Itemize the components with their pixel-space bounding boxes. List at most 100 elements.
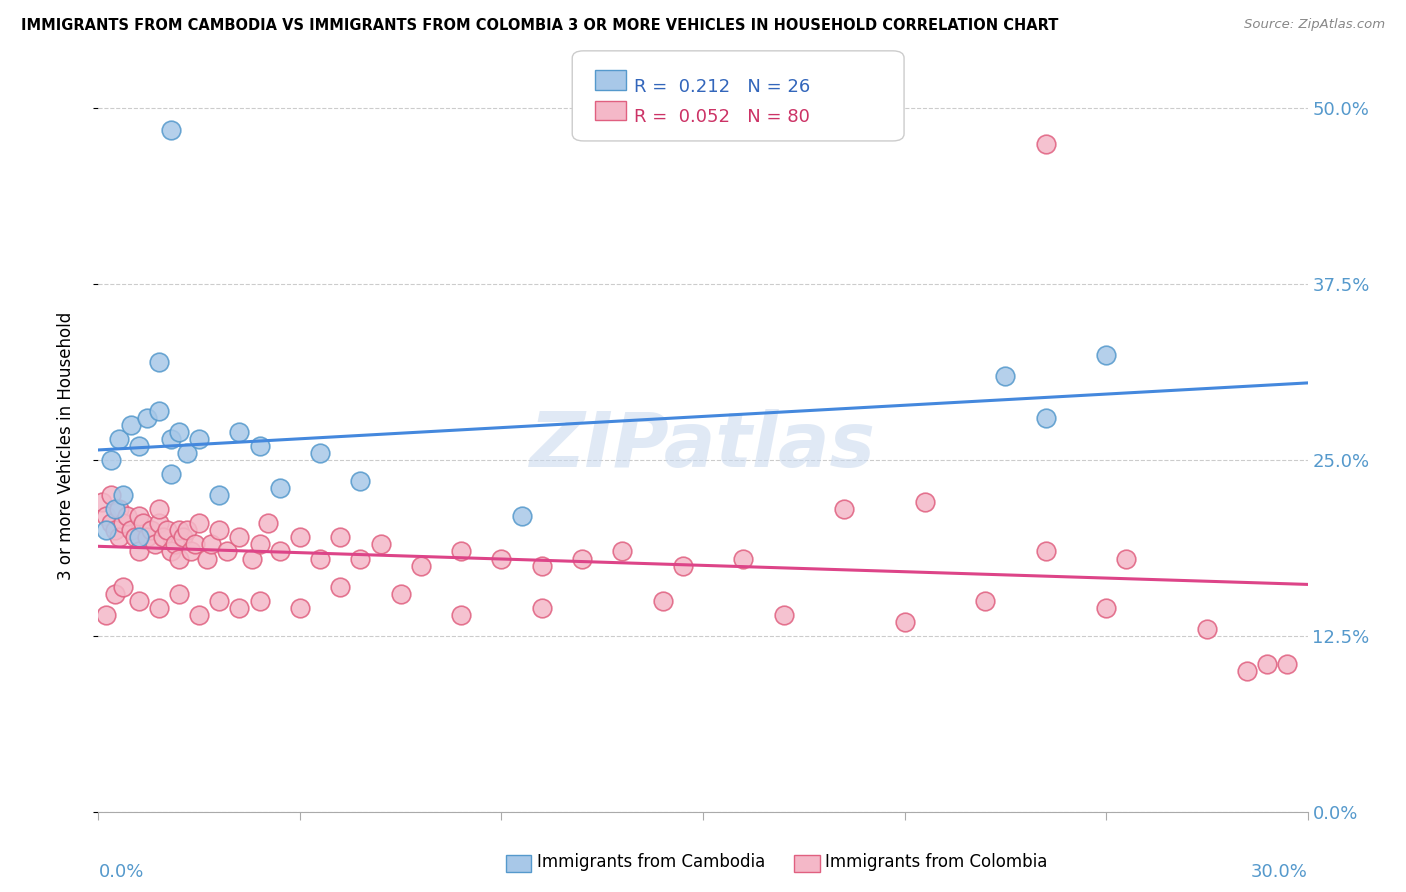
Point bbox=[128, 509, 150, 524]
Point bbox=[329, 530, 352, 544]
Point bbox=[733, 551, 755, 566]
Point bbox=[176, 524, 198, 538]
Point bbox=[510, 509, 533, 524]
Point bbox=[96, 607, 118, 622]
Point bbox=[1256, 657, 1278, 671]
Point bbox=[1236, 664, 1258, 678]
Point bbox=[160, 544, 183, 558]
Point bbox=[128, 593, 150, 607]
Text: Immigrants from Cambodia: Immigrants from Cambodia bbox=[537, 853, 765, 871]
Point bbox=[1035, 136, 1057, 151]
Point bbox=[349, 551, 371, 566]
Point bbox=[143, 537, 166, 551]
Point bbox=[176, 446, 198, 460]
Point bbox=[309, 551, 332, 566]
Point bbox=[188, 432, 211, 446]
Point bbox=[1277, 657, 1299, 671]
Point bbox=[974, 593, 997, 607]
Point bbox=[120, 417, 142, 432]
Point bbox=[450, 544, 472, 558]
Point bbox=[612, 544, 634, 558]
Text: R =  0.212   N = 26: R = 0.212 N = 26 bbox=[634, 78, 810, 95]
Point bbox=[160, 432, 183, 446]
Point bbox=[184, 537, 207, 551]
Point bbox=[96, 524, 118, 538]
Text: 0.0%: 0.0% bbox=[98, 863, 143, 881]
Point bbox=[249, 537, 271, 551]
Point bbox=[772, 607, 794, 622]
Point bbox=[111, 580, 134, 594]
Point bbox=[96, 509, 118, 524]
Text: IMMIGRANTS FROM CAMBODIA VS IMMIGRANTS FROM COLOMBIA 3 OR MORE VEHICLES IN HOUSE: IMMIGRANTS FROM CAMBODIA VS IMMIGRANTS F… bbox=[21, 18, 1059, 33]
Point bbox=[111, 488, 134, 502]
Point bbox=[217, 544, 239, 558]
Point bbox=[530, 600, 553, 615]
Point bbox=[651, 593, 673, 607]
Point bbox=[329, 580, 352, 594]
Point bbox=[228, 425, 250, 439]
Point bbox=[148, 404, 170, 418]
Point bbox=[107, 530, 129, 544]
Point bbox=[832, 502, 855, 516]
Point bbox=[128, 544, 150, 558]
Point bbox=[288, 530, 311, 544]
Point bbox=[200, 537, 222, 551]
Text: ZIPatlas: ZIPatlas bbox=[530, 409, 876, 483]
Text: 30.0%: 30.0% bbox=[1251, 863, 1308, 881]
Point bbox=[135, 530, 157, 544]
Point bbox=[132, 516, 155, 531]
Point bbox=[228, 600, 250, 615]
Point bbox=[195, 551, 218, 566]
Point bbox=[1195, 622, 1218, 636]
Point bbox=[160, 122, 183, 136]
Point bbox=[115, 509, 138, 524]
Point bbox=[160, 467, 183, 482]
Point bbox=[914, 495, 936, 509]
Point bbox=[1095, 347, 1118, 362]
Point bbox=[571, 551, 593, 566]
Text: Immigrants from Colombia: Immigrants from Colombia bbox=[825, 853, 1047, 871]
Point bbox=[994, 368, 1017, 383]
Point bbox=[148, 516, 170, 531]
Point bbox=[409, 558, 432, 573]
Point bbox=[249, 593, 271, 607]
Point bbox=[450, 607, 472, 622]
Point bbox=[124, 530, 146, 544]
Point bbox=[163, 537, 186, 551]
Point bbox=[148, 354, 170, 368]
Point bbox=[180, 544, 202, 558]
Point bbox=[530, 558, 553, 573]
Point bbox=[107, 502, 129, 516]
Point bbox=[152, 530, 174, 544]
Point bbox=[269, 481, 291, 495]
Point bbox=[128, 439, 150, 453]
Point bbox=[309, 446, 332, 460]
Point bbox=[111, 516, 134, 531]
Point bbox=[269, 544, 291, 558]
Point bbox=[208, 593, 231, 607]
Point bbox=[208, 524, 231, 538]
Point bbox=[672, 558, 695, 573]
Point bbox=[91, 495, 114, 509]
Point bbox=[240, 551, 263, 566]
Point bbox=[188, 607, 211, 622]
Point bbox=[103, 587, 125, 601]
Y-axis label: 3 or more Vehicles in Household: 3 or more Vehicles in Household bbox=[56, 312, 75, 580]
Point bbox=[167, 551, 190, 566]
Point bbox=[120, 524, 142, 538]
Point bbox=[288, 600, 311, 615]
Point bbox=[103, 524, 125, 538]
Text: Source: ZipAtlas.com: Source: ZipAtlas.com bbox=[1244, 18, 1385, 31]
Point bbox=[208, 488, 231, 502]
Point bbox=[256, 516, 278, 531]
Point bbox=[103, 502, 125, 516]
Point bbox=[1115, 551, 1137, 566]
Point bbox=[1035, 410, 1057, 425]
Point bbox=[100, 453, 122, 467]
Point bbox=[491, 551, 513, 566]
Point bbox=[1095, 600, 1118, 615]
Point bbox=[100, 516, 122, 531]
Point bbox=[389, 587, 412, 601]
Point bbox=[893, 615, 915, 629]
Point bbox=[1035, 544, 1057, 558]
